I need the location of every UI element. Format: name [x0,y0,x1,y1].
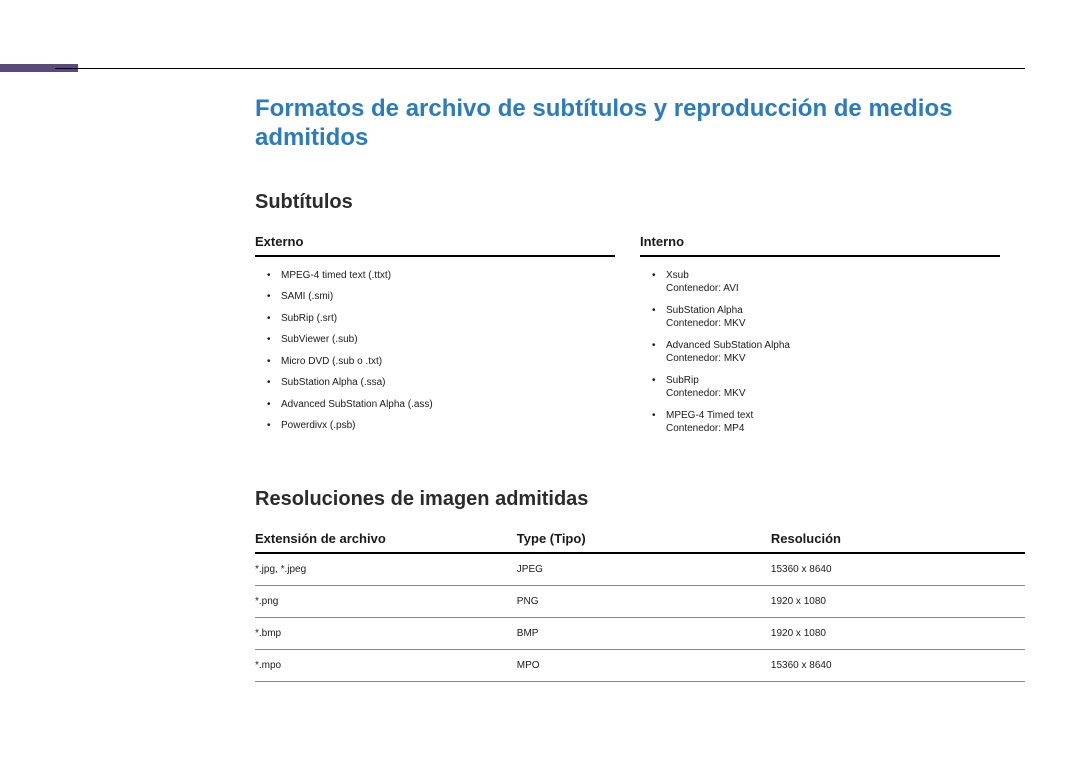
list-item-note: Contenedor: AVI [666,282,1025,296]
list-item: Advanced SubStation AlphaContenedor: MKV [666,335,1025,370]
page-title: Formatos de archivo de subtítulos y repr… [255,95,1025,153]
column-type: Type (Tipo) [517,531,771,553]
externo-heading: Externo [255,234,615,257]
table-cell: 1920 x 1080 [771,617,1025,649]
subtitles-columns: Externo MPEG-4 timed text (.ttxt)SAMI (.… [255,234,1025,440]
column-extension: Extensión de archivo [255,531,517,553]
table-header-row: Extensión de archivo Type (Tipo) Resoluc… [255,531,1025,553]
subtitles-heading: Subtítulos [255,191,1025,214]
list-item-note: Contenedor: MKV [666,387,1025,401]
table-cell: BMP [517,617,771,649]
list-item: MPEG-4 Timed textContenedor: MP4 [666,405,1025,440]
list-item: SubRip (.srt) [281,308,640,330]
list-item: SAMI (.smi) [281,286,640,308]
list-item: Powerdivx (.psb) [281,415,640,437]
column-resolution: Resolución [771,531,1025,553]
table-cell: 15360 x 8640 [771,649,1025,681]
list-item: SubStation Alpha (.ssa) [281,372,640,394]
table-row: *.mpoMPO15360 x 8640 [255,649,1025,681]
list-item-text: Advanced SubStation Alpha [666,340,790,351]
table-row: *.bmpBMP1920 x 1080 [255,617,1025,649]
table-cell: PNG [517,585,771,617]
table-row: *.pngPNG1920 x 1080 [255,585,1025,617]
externo-list: MPEG-4 timed text (.ttxt)SAMI (.smi)SubR… [255,265,640,437]
list-item: Micro DVD (.sub o .txt) [281,351,640,373]
list-item-text: SubRip [666,375,699,386]
table-cell: *.bmp [255,617,517,649]
list-item: SubStation AlphaContenedor: MKV [666,300,1025,335]
resolutions-section: Resoluciones de imagen admitidas Extensi… [255,488,1025,682]
table-cell: 1920 x 1080 [771,585,1025,617]
table-cell: *.png [255,585,517,617]
list-item: SubRipContenedor: MKV [666,370,1025,405]
resolutions-rows: *.jpg, *.jpegJPEG15360 x 8640*.pngPNG192… [255,553,1025,682]
list-item: SubViewer (.sub) [281,329,640,351]
externo-column: Externo MPEG-4 timed text (.ttxt)SAMI (.… [255,234,640,440]
interno-list: XsubContenedor: AVISubStation AlphaConte… [640,265,1025,440]
subtitles-section: Subtítulos Externo MPEG-4 timed text (.t… [255,191,1025,440]
list-item: XsubContenedor: AVI [666,265,1025,300]
list-item-text: SubStation Alpha [666,305,743,316]
list-item-text: MPEG-4 Timed text [666,410,753,421]
list-item-note: Contenedor: MKV [666,317,1025,331]
table-cell: *.jpg, *.jpeg [255,553,517,586]
page-content: Formatos de archivo de subtítulos y repr… [255,95,1025,682]
interno-heading: Interno [640,234,1000,257]
resolutions-table: Extensión de archivo Type (Tipo) Resoluc… [255,531,1025,682]
table-cell: JPEG [517,553,771,586]
table-cell: 15360 x 8640 [771,553,1025,586]
top-divider [55,68,1025,69]
interno-column: Interno XsubContenedor: AVISubStation Al… [640,234,1025,440]
table-cell: MPO [517,649,771,681]
resolutions-heading: Resoluciones de imagen admitidas [255,488,1025,511]
table-row: *.jpg, *.jpegJPEG15360 x 8640 [255,553,1025,586]
list-item: MPEG-4 timed text (.ttxt) [281,265,640,287]
list-item: Advanced SubStation Alpha (.ass) [281,394,640,416]
list-item-note: Contenedor: MKV [666,352,1025,366]
list-item-note: Contenedor: MP4 [666,422,1025,436]
table-cell: *.mpo [255,649,517,681]
list-item-text: Xsub [666,270,689,281]
